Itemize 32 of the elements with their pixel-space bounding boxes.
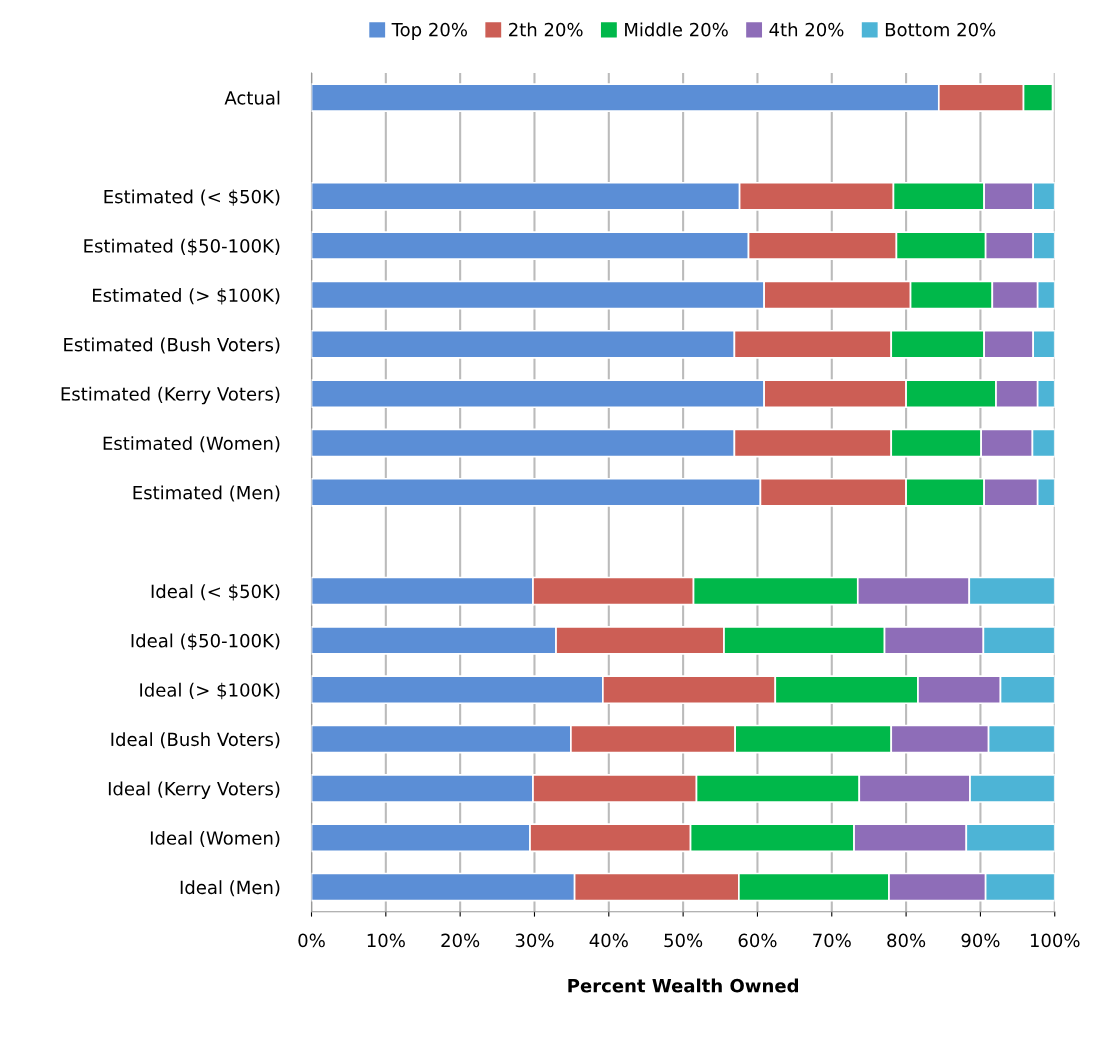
y-tick-label: Actual: [224, 90, 280, 105]
y-tick-label: Ideal (> $100K): [140, 682, 280, 700]
x-tick-label: 70%: [813, 933, 851, 948]
legend-label: Bottom 20%: [885, 22, 996, 37]
x-tick-label: 60%: [738, 933, 777, 948]
x-tick-label: 50%: [664, 933, 703, 948]
legend-label: Middle 20%: [625, 22, 728, 37]
y-tick-label: Ideal (< $50K): [151, 584, 280, 601]
x-tick-label: 10%: [367, 933, 405, 948]
x-tick-label: 40%: [589, 933, 628, 948]
legend-label: 2th 20%: [509, 22, 583, 37]
y-tick-label: Estimated (Bush Voters): [64, 337, 280, 354]
y-tick-label: Ideal ($50-100K): [131, 633, 280, 650]
legend-label: Top 20%: [391, 22, 467, 40]
x-tick-label: 0%: [298, 933, 325, 948]
x-axis-title: Percent Wealth Owned: [568, 978, 799, 993]
y-tick-label: Estimated (Men): [133, 485, 280, 502]
y-tick-label: Ideal (Men): [180, 880, 280, 897]
x-tick-label: 80%: [887, 933, 926, 948]
x-tick-label: 90%: [961, 933, 1000, 948]
y-tick-label: Estimated ($50-100K): [84, 238, 280, 256]
y-tick-label: Estimated (Kerry Voters): [61, 386, 280, 405]
x-tick-label: 30%: [515, 933, 554, 948]
y-tick-label: Estimated (> $100K): [93, 288, 280, 305]
y-tick-label: Estimated (< $50K): [104, 189, 280, 206]
y-tick-label: Ideal (Bush Voters): [111, 732, 280, 749]
y-tick-label: Ideal (Women): [150, 830, 280, 847]
x-tick-label: 20%: [441, 933, 480, 948]
y-tick-label: Estimated (Women): [103, 436, 280, 453]
y-tick-label: Ideal (Kerry Voters): [108, 781, 280, 800]
x-tick-label: 100%: [1030, 933, 1080, 948]
legend-label: 4th 20%: [769, 22, 844, 37]
